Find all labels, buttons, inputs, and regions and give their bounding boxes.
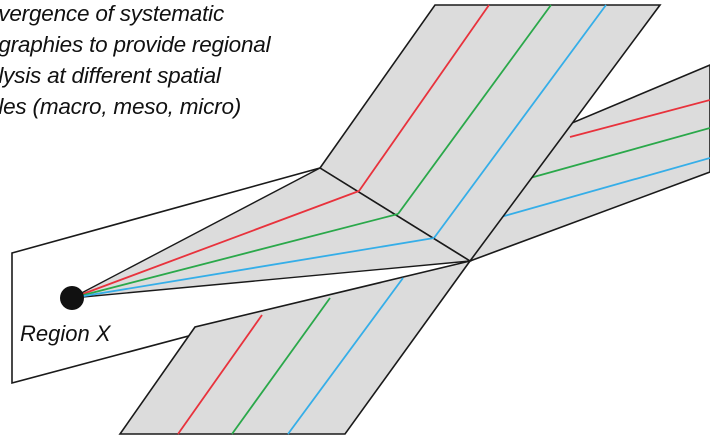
band-south-green-line: [231, 297, 331, 435]
caption-line-2: ographies to provide regional: [0, 32, 271, 57]
band-south-red-line: [177, 314, 263, 435]
band-south-blue-line: [287, 277, 404, 435]
band-north-blue-line: [433, 4, 607, 239]
caption-line-3: alysis at different spatial: [0, 63, 221, 88]
ray-blue: [71, 237, 435, 299]
funnel-shade: [72, 168, 470, 298]
caption-line-1: nvergence of systematic: [0, 1, 225, 26]
funnel-upper-edge: [71, 167, 321, 299]
region-x-label: Region X: [20, 321, 111, 346]
band-north-red-line: [358, 4, 490, 192]
band-east-red-line: [569, 99, 710, 138]
caption-line-4: ales (macro, meso, micro): [0, 94, 242, 119]
band-east-green-line: [529, 127, 710, 179]
region-x-dot: [60, 286, 84, 310]
band-east-blue-line: [489, 157, 710, 221]
ray-red: [71, 190, 360, 299]
diagram-caption: nvergence of systematic ographies to pro…: [0, 0, 406, 122]
ray-green: [71, 213, 399, 299]
band-north-green-line: [397, 4, 552, 215]
funnel-lower-edge: [71, 260, 471, 299]
